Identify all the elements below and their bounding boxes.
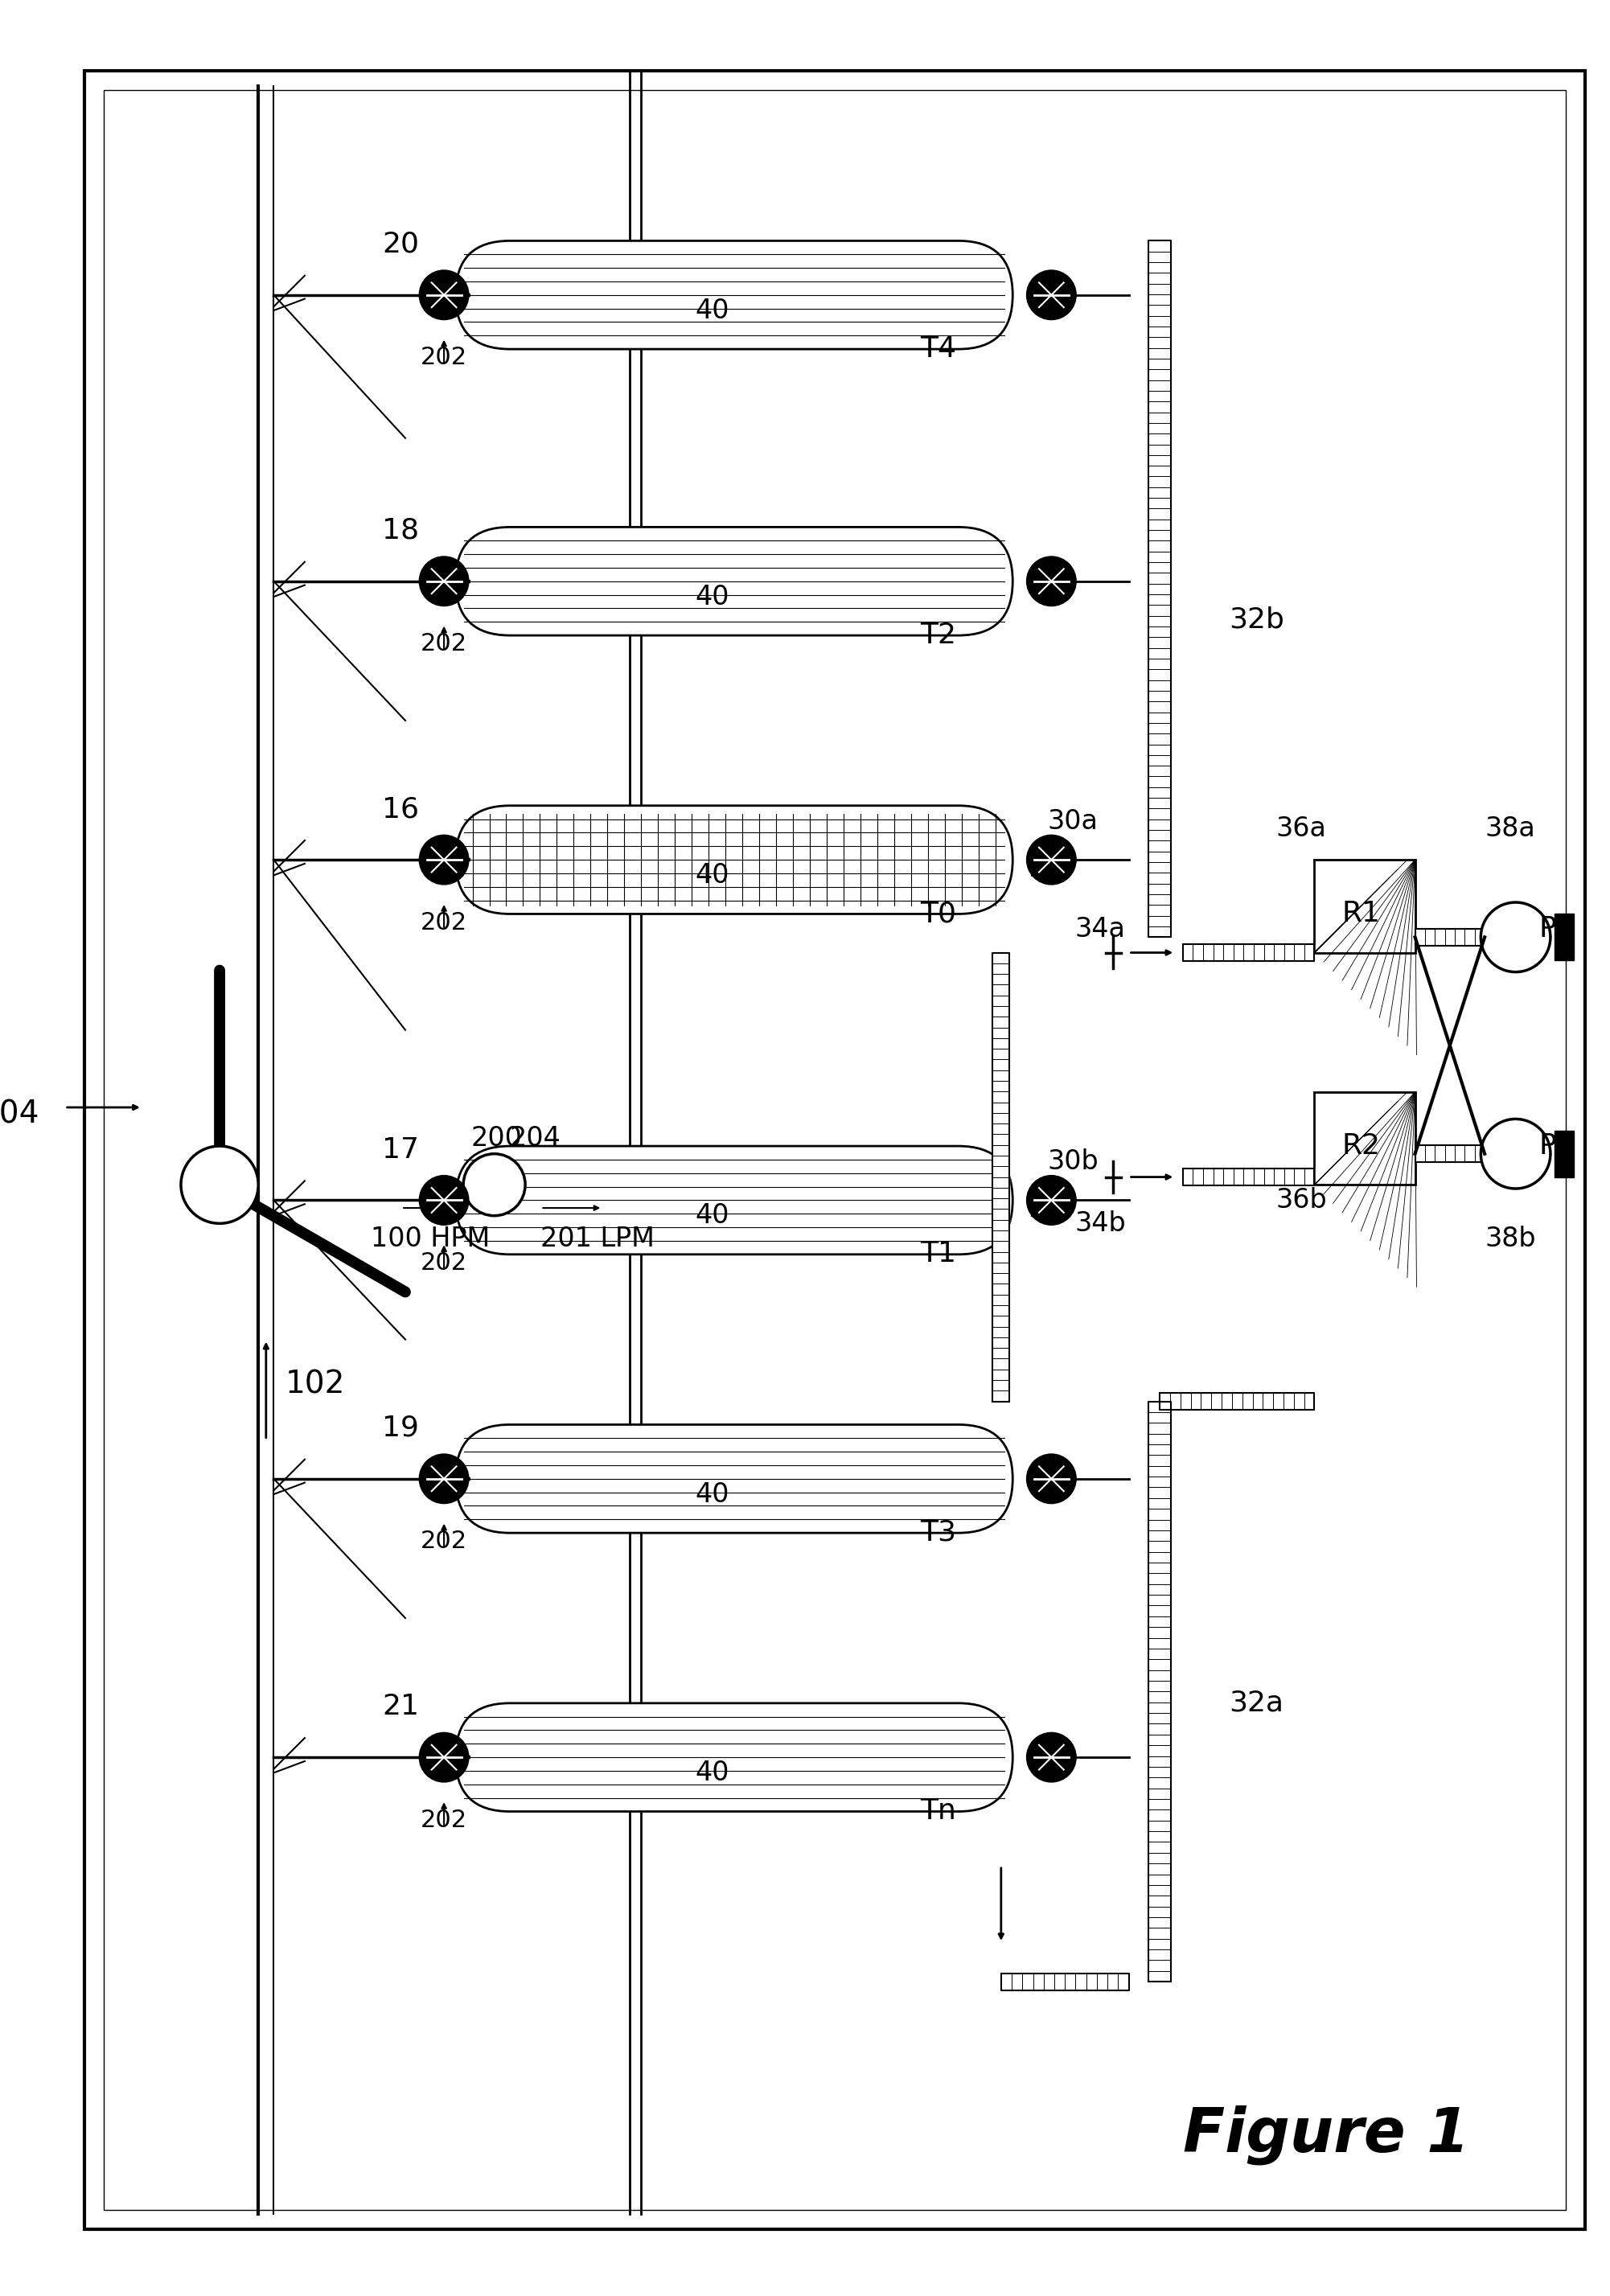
Circle shape bbox=[419, 1176, 469, 1226]
Text: 40: 40 bbox=[696, 296, 729, 324]
Polygon shape bbox=[1415, 928, 1484, 946]
FancyBboxPatch shape bbox=[456, 1424, 1013, 1534]
Text: 202: 202 bbox=[420, 1251, 467, 1274]
Text: 202: 202 bbox=[420, 631, 467, 657]
Text: 202: 202 bbox=[420, 347, 467, 370]
Text: 40: 40 bbox=[696, 1203, 729, 1228]
Text: 40: 40 bbox=[696, 861, 729, 889]
Text: 36a: 36a bbox=[1275, 815, 1327, 843]
Text: 16: 16 bbox=[382, 794, 419, 822]
Polygon shape bbox=[1001, 1972, 1129, 1991]
Text: 17: 17 bbox=[382, 1137, 419, 1164]
Text: 40: 40 bbox=[696, 583, 729, 611]
Text: 38a: 38a bbox=[1484, 815, 1534, 843]
Text: 32a: 32a bbox=[1230, 1690, 1285, 1717]
Circle shape bbox=[1027, 1176, 1075, 1226]
Text: 19: 19 bbox=[382, 1414, 419, 1442]
Circle shape bbox=[1027, 1453, 1075, 1504]
Text: P1: P1 bbox=[1539, 916, 1575, 944]
Text: 201 LPM: 201 LPM bbox=[541, 1226, 655, 1251]
Text: 40: 40 bbox=[696, 1481, 729, 1508]
Text: T4: T4 bbox=[919, 335, 956, 363]
FancyBboxPatch shape bbox=[456, 241, 1013, 349]
Bar bbox=[1314, 859, 1415, 953]
Polygon shape bbox=[1183, 1169, 1314, 1185]
Text: 34b: 34b bbox=[1074, 1210, 1125, 1238]
Text: 20: 20 bbox=[382, 230, 419, 257]
Text: 30b: 30b bbox=[1048, 1148, 1098, 1176]
Text: 104: 104 bbox=[0, 1100, 40, 1130]
Text: 100 HPM: 100 HPM bbox=[370, 1226, 489, 1251]
Circle shape bbox=[1027, 1733, 1075, 1782]
Bar bbox=[1314, 1093, 1415, 1185]
Text: T2: T2 bbox=[919, 622, 956, 650]
Text: 102: 102 bbox=[285, 1368, 345, 1401]
Bar bbox=[1554, 914, 1573, 960]
Text: T3: T3 bbox=[919, 1520, 956, 1545]
Text: R2: R2 bbox=[1341, 1132, 1380, 1159]
Circle shape bbox=[1027, 271, 1075, 319]
Text: Figure 1: Figure 1 bbox=[1183, 2105, 1470, 2165]
Circle shape bbox=[1481, 902, 1550, 971]
Text: T0: T0 bbox=[919, 900, 956, 928]
FancyBboxPatch shape bbox=[456, 528, 1013, 636]
Circle shape bbox=[419, 1453, 469, 1504]
Text: 36b: 36b bbox=[1275, 1187, 1327, 1215]
Text: 34a: 34a bbox=[1074, 916, 1125, 944]
Polygon shape bbox=[1159, 1394, 1314, 1410]
Circle shape bbox=[1027, 836, 1075, 884]
FancyBboxPatch shape bbox=[456, 1704, 1013, 1812]
Text: 30a: 30a bbox=[1048, 808, 1098, 833]
Polygon shape bbox=[992, 953, 1009, 1401]
Text: 21: 21 bbox=[382, 1692, 419, 1720]
Text: T1: T1 bbox=[919, 1240, 956, 1267]
Text: 202: 202 bbox=[420, 1529, 467, 1552]
Text: P2: P2 bbox=[1539, 1132, 1575, 1159]
FancyBboxPatch shape bbox=[456, 806, 1013, 914]
Circle shape bbox=[419, 556, 469, 606]
Circle shape bbox=[1027, 556, 1075, 606]
Circle shape bbox=[180, 1146, 258, 1224]
Text: R1: R1 bbox=[1341, 900, 1380, 928]
Circle shape bbox=[419, 271, 469, 319]
FancyBboxPatch shape bbox=[456, 1146, 1013, 1254]
Bar bbox=[1554, 1130, 1573, 1178]
Text: 204: 204 bbox=[510, 1125, 562, 1153]
Text: 202: 202 bbox=[420, 912, 467, 934]
Circle shape bbox=[419, 836, 469, 884]
Circle shape bbox=[1481, 1118, 1550, 1189]
Circle shape bbox=[464, 1155, 525, 1215]
Text: 38b: 38b bbox=[1484, 1226, 1536, 1251]
Text: Tn: Tn bbox=[919, 1798, 956, 1825]
Polygon shape bbox=[1148, 241, 1172, 937]
Text: 18: 18 bbox=[382, 517, 419, 544]
Text: 200: 200 bbox=[472, 1125, 522, 1153]
Text: 40: 40 bbox=[696, 1759, 729, 1786]
Polygon shape bbox=[1415, 1146, 1484, 1162]
Polygon shape bbox=[1183, 944, 1314, 962]
Circle shape bbox=[419, 1733, 469, 1782]
Text: 32b: 32b bbox=[1230, 606, 1285, 634]
Polygon shape bbox=[1148, 1401, 1172, 1981]
Text: 202: 202 bbox=[420, 1809, 467, 1832]
